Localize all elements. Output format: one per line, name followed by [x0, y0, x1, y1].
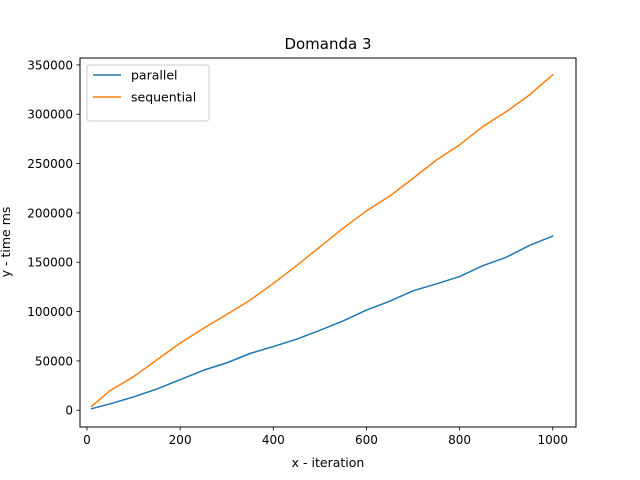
y-tick-label: 300000: [27, 108, 73, 122]
series-line-parallel: [90, 235, 554, 410]
x-tick-label: 1000: [537, 433, 568, 447]
y-tick-label: 350000: [27, 58, 73, 72]
legend-box: [86, 64, 210, 122]
y-tick-label: 50000: [35, 354, 73, 368]
y-tick-label: 100000: [27, 305, 73, 319]
x-axis-ticks: 0 200 400 600 800 1000: [83, 427, 568, 447]
series-line-sequential: [90, 73, 554, 408]
plot-lines: [90, 73, 554, 410]
x-tick-label: 400: [262, 433, 285, 447]
y-tick-label: 150000: [27, 256, 73, 270]
y-axis-label: y - time ms: [0, 207, 13, 278]
y-tick-label: 0: [65, 404, 73, 418]
y-tick-label: 250000: [27, 157, 73, 171]
x-tick-label: 600: [355, 433, 378, 447]
x-tick-label: 800: [448, 433, 471, 447]
legend-label-parallel: parallel: [131, 68, 178, 83]
plot-frame: [79, 57, 577, 428]
legend-label-sequential: sequential: [131, 90, 196, 105]
y-axis-ticks: 0 50000 100000 150000 200000 250000 300000 3500…: [27, 58, 80, 418]
x-tick-label: 0: [83, 433, 91, 447]
chart-title: Domanda 3: [284, 35, 371, 53]
x-axis-label: x - iteration: [292, 455, 365, 470]
legend: parallel sequential: [86, 64, 210, 122]
y-tick-label: 200000: [27, 206, 73, 220]
x-tick-label: 200: [169, 433, 192, 447]
